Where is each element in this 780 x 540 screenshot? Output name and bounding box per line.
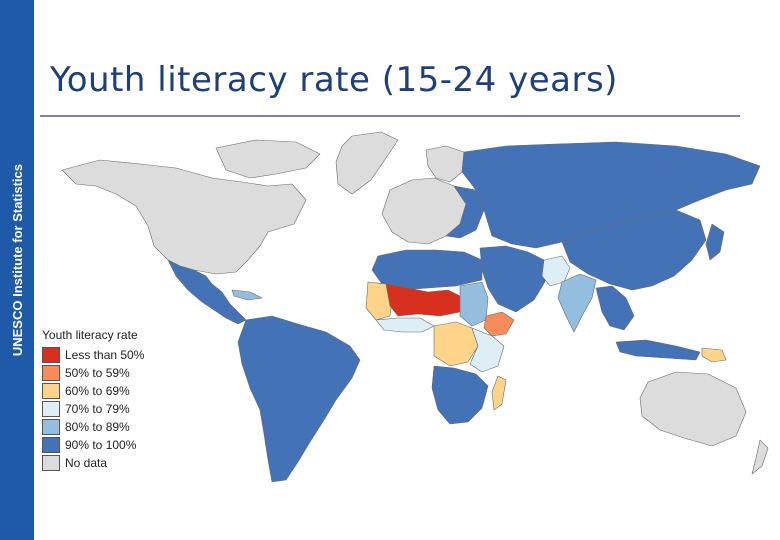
legend-item: Less than 50% [42, 346, 150, 364]
legend-swatch [42, 419, 60, 435]
legend-label: 50% to 59% [65, 366, 130, 380]
region-southeast-asia [595, 285, 635, 331]
legend-item: 90% to 100% [42, 436, 150, 454]
region-china-east-asia [561, 209, 707, 291]
legend-title: Youth literacy rate [42, 328, 138, 342]
region-middle-east [479, 245, 547, 313]
region-india [557, 273, 597, 333]
region-south-america [237, 315, 361, 483]
region-central-africa [433, 321, 479, 367]
legend-label: 70% to 79% [65, 402, 130, 416]
region-mexico-central-america [167, 259, 247, 325]
sidebar-label-wrap: UNESCO Institute for Statistics [4, 140, 30, 380]
region-north-africa [371, 249, 483, 291]
legend-swatch [42, 365, 60, 381]
world-map [61, 131, 769, 483]
legend-swatch [42, 437, 60, 453]
region-caribbean [231, 289, 263, 301]
region-png [701, 347, 727, 363]
region-sudan [459, 281, 489, 327]
region-australia [639, 371, 747, 447]
legend-item: 50% to 59% [42, 364, 150, 382]
legend-label: 60% to 69% [65, 384, 130, 398]
sidebar-label: UNESCO Institute for Statistics [9, 163, 25, 357]
legend-item: 70% to 79% [42, 400, 150, 418]
region-north-america [61, 159, 307, 275]
region-japan [705, 223, 725, 261]
map-legend: Youth literacy rate Less than 50% 50% to… [38, 326, 152, 476]
region-arctic-islands [215, 139, 321, 179]
region-gulf-guinea [375, 317, 435, 333]
region-new-zealand [751, 439, 769, 475]
region-greenland [335, 131, 399, 195]
legend-label: 80% to 89% [65, 420, 130, 434]
region-scandinavia [425, 145, 465, 183]
title-divider [40, 115, 740, 117]
region-ethiopia [483, 311, 515, 337]
region-southern-africa [431, 365, 489, 425]
region-east-africa [469, 327, 505, 373]
region-sahel [385, 283, 461, 317]
slide-title: Youth literacy rate (15-24 years) [50, 60, 618, 100]
legend-item: 60% to 69% [42, 382, 150, 400]
legend-swatch [42, 455, 60, 471]
legend-item: 80% to 89% [42, 418, 150, 436]
legend-swatch [42, 347, 60, 363]
sidebar-band: UNESCO Institute for Statistics [0, 0, 34, 540]
legend-label: 90% to 100% [65, 438, 137, 452]
legend-swatch [42, 401, 60, 417]
legend-item: No data [42, 454, 150, 472]
legend-label: No data [65, 456, 108, 470]
legend-swatch [42, 383, 60, 399]
legend-label: Less than 50% [65, 348, 145, 362]
region-madagascar [491, 375, 507, 411]
region-indonesia [615, 339, 701, 361]
